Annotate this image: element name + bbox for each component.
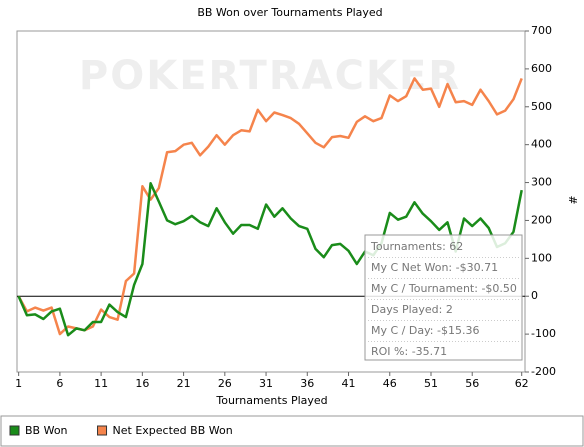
x-tick-label: 56 — [465, 377, 479, 390]
tooltip-box — [364, 234, 523, 361]
legend-swatch — [97, 425, 108, 436]
y-tick-label: 300 — [531, 176, 552, 189]
x-axis-label: Tournaments Played — [215, 394, 327, 407]
tooltip: Tournaments: 62 My C Net Won: -$30.71 My C… — [364, 234, 523, 361]
x-tick-label: 31 — [259, 377, 273, 390]
y-tick-label: 600 — [531, 62, 552, 75]
tooltip-line: My C Net Won: -$30.71 — [371, 261, 498, 274]
tooltip-line: My C / Tournament: -$0.50 — [371, 282, 517, 295]
y-tick-label: 700 — [531, 24, 552, 37]
watermark: POKERTRACKER — [79, 53, 461, 99]
y-tick-label: 200 — [531, 213, 552, 226]
y-tick-label: 500 — [531, 100, 552, 113]
y-tick-label: -200 — [531, 365, 556, 378]
legend-swatch — [9, 425, 20, 436]
tooltip-line: My C / Day: -$15.36 — [371, 324, 479, 337]
legend-label: Net Expected BB Won — [113, 424, 233, 437]
x-tick-label: 6 — [56, 377, 63, 390]
tooltip-line: ROI %: -35.71 — [371, 345, 447, 358]
x-tick-label: 1 — [15, 377, 22, 390]
x-tick-label: 36 — [300, 377, 314, 390]
chart-title: BB Won over Tournaments Played — [197, 6, 382, 19]
x-tick-label: 51 — [424, 377, 438, 390]
y-tick-label: -100 — [531, 327, 556, 340]
series-line — [17, 182, 523, 337]
x-tick-label: 11 — [94, 377, 108, 390]
legend-box — [0, 415, 584, 447]
plot-frame — [16, 30, 526, 373]
legend: BB Won Net Expected BB Won — [0, 415, 584, 447]
y-tick-label: 100 — [531, 251, 552, 264]
x-tick-label: 16 — [135, 377, 149, 390]
y-tick-label: 0 — [531, 289, 538, 302]
x-tick-label: 46 — [383, 377, 397, 390]
x-tick-label: 41 — [342, 377, 356, 390]
legend-label: BB Won — [25, 424, 68, 437]
tooltip-line: Days Played: 2 — [371, 303, 453, 316]
series-line — [17, 77, 523, 336]
tooltip-line: Tournaments: 62 — [370, 240, 463, 253]
x-tick-label: 26 — [218, 377, 232, 390]
y-axis-label: # — [566, 195, 579, 204]
x-tick-label: 21 — [177, 377, 191, 390]
x-tick-label: 62 — [515, 377, 529, 390]
y-tick-label: 400 — [531, 138, 552, 151]
